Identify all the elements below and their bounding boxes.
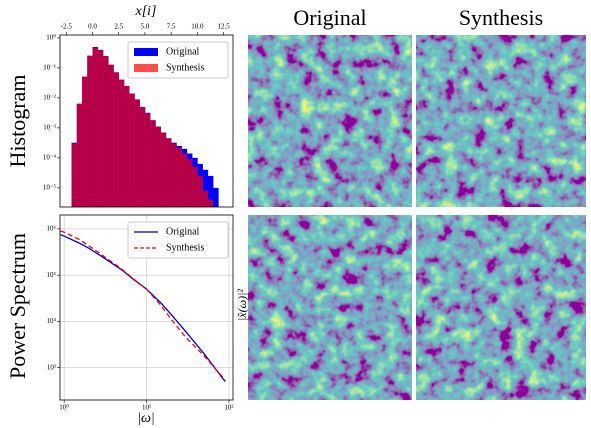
column-title: Synthesis [459,5,543,30]
histogram-bar [118,79,125,207]
histogram-bar [144,113,151,207]
y-tick-label: 10⁵ [47,271,57,279]
x-tick-label: 10¹ [142,404,151,412]
y-tick-label: 10⁻⁴ [43,153,57,161]
histogram-bar [129,93,135,207]
x-tick-label: 10.0 [191,23,204,31]
y-tick-label: 10⁻³ [43,123,56,131]
y-axis-label: |x̂(ω)|² [235,289,249,321]
histogram-bar [207,199,214,207]
histogram-bar [123,85,130,207]
legend-label: Original [166,46,200,57]
histogram-bar [197,175,203,207]
histogram-bar [207,175,214,207]
legend-label: Original [166,226,200,237]
field-image [416,35,586,207]
histogram-bar [113,72,120,207]
field-image [248,215,412,400]
histogram-bar [202,169,209,207]
histogram-bar [102,55,109,207]
histogram-bar [155,126,161,207]
x-tick-label: -2.5 [61,23,73,31]
histogram-bar [82,76,88,207]
y-tick-label: 10⁴ [47,317,57,325]
histogram-bar [160,132,167,207]
histogram-bar [150,120,156,207]
field-image [416,215,586,400]
legend-swatch [134,64,158,72]
x-tick-label: 0.0 [88,23,97,31]
histogram-bar [71,143,78,207]
legend-label: Synthesis [166,62,204,73]
x-tick-label: 12.5 [217,23,230,31]
histogram-bar [176,147,182,207]
histogram-bar [171,143,177,207]
histogram-bar [181,153,188,207]
histogram-bar [139,106,146,207]
histogram-bar [213,187,219,207]
y-tick-label: 10⁻⁵ [43,183,57,191]
y-tick-label: 10⁶ [47,225,57,233]
histogram-bar [202,190,209,207]
x-axis-label: x[i] [135,4,157,19]
x-tick-label: 10⁰ [59,404,69,412]
y-tick-label: 10³ [47,363,56,371]
x-tick-label: 5.0 [141,23,150,31]
legend-box [127,221,229,259]
y-tick-label: 10⁻¹ [43,64,56,72]
legend-swatch [134,48,158,56]
histogram-bar [97,50,104,207]
plot-frame [59,214,234,401]
histogram-bar [134,99,140,207]
row-label: Power Spectrum [5,233,30,379]
histogram-bar [108,64,114,207]
histogram-bar [87,55,93,207]
histogram-bar [186,159,193,207]
plot-frame [59,34,234,208]
y-tick-label: 10⁻² [43,93,56,101]
histogram-bar [192,166,198,207]
histogram-bar [92,47,99,208]
field-image [248,35,412,207]
x-tick-label: 2.5 [114,23,123,31]
histogram-bar [165,138,172,207]
line-series [60,230,226,381]
x-axis-label: |ω| [137,411,155,426]
row-label: Histogram [5,75,30,168]
x-tick-label: 7.5 [167,23,176,31]
y-tick-label: 10⁰ [46,34,56,42]
legend-label: Synthesis [166,242,204,253]
histogram-bar [76,103,83,207]
x-tick-label: 10² [224,404,233,412]
column-title: Original [293,5,366,30]
